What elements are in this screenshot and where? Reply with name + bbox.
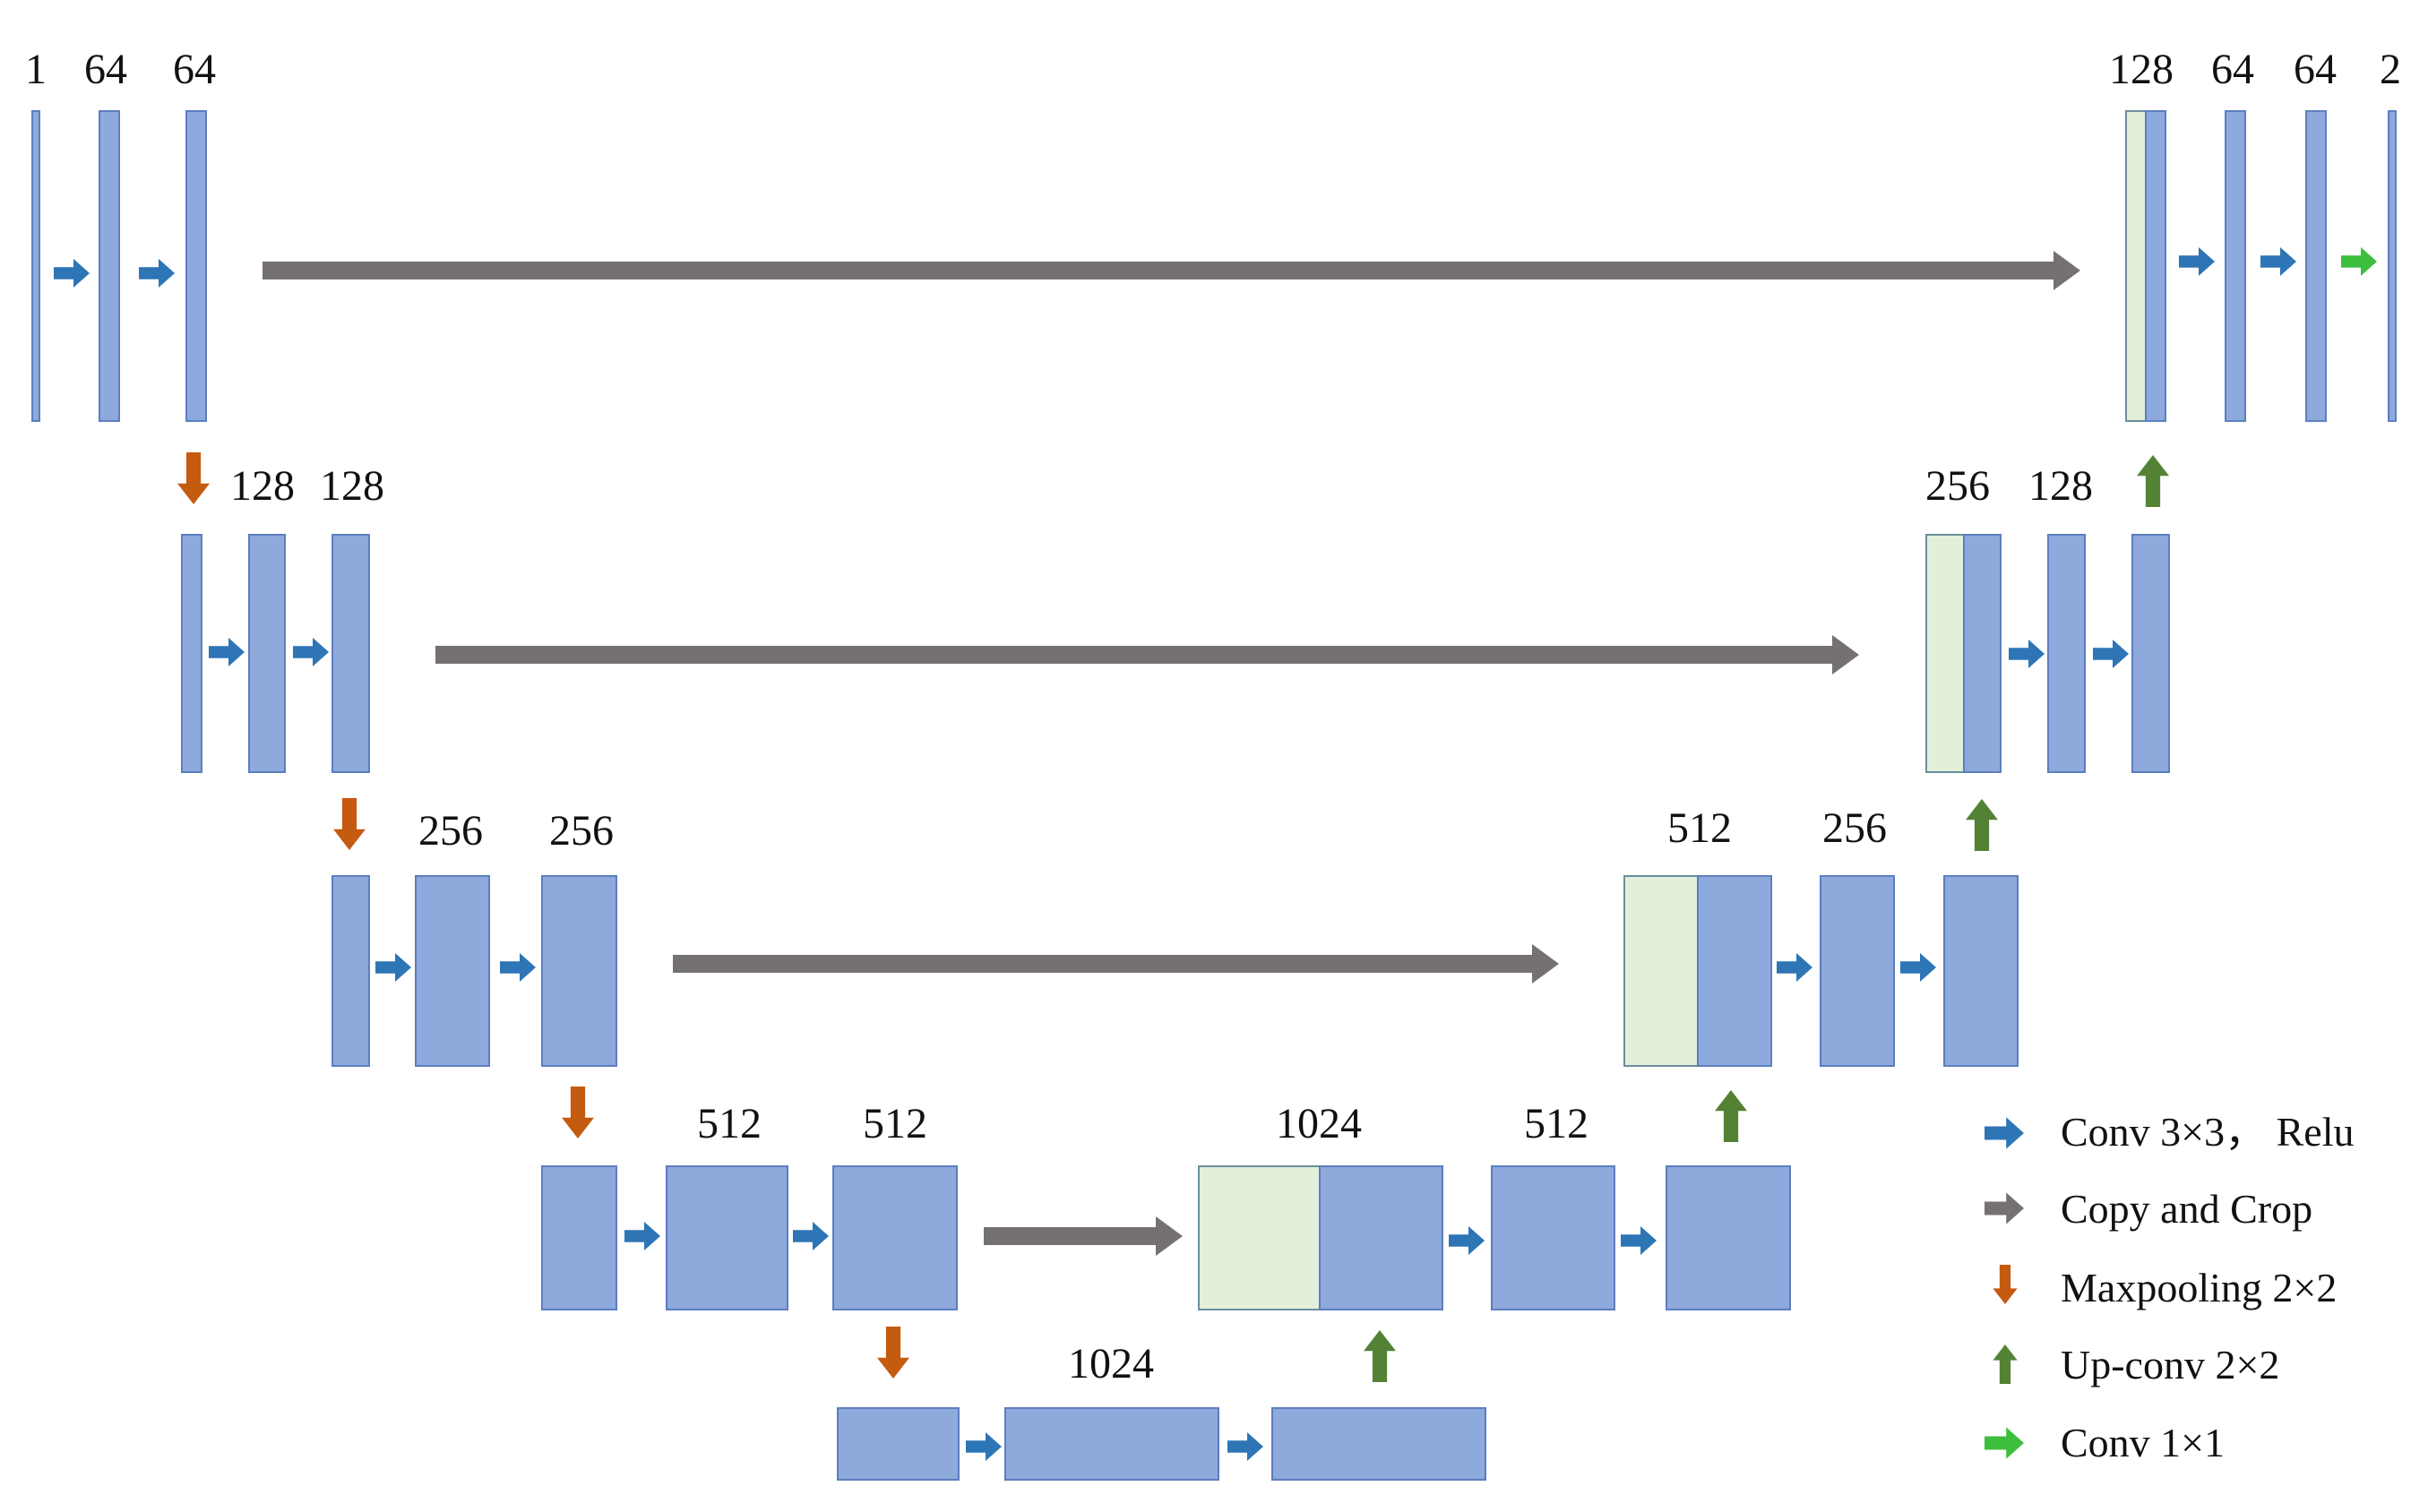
operation-arrows (54, 247, 2377, 1461)
feature-map-enc1-conv2 (185, 110, 207, 422)
channel-label-dec2-conv: 128 (2028, 462, 2093, 510)
feature-map-dec4-conv1 (1491, 1165, 1615, 1310)
feature-map-dec2-conv1 (2047, 534, 2086, 773)
feature-map-dec2-upconv (1963, 534, 2002, 773)
feature-map-dec1-conv1 (2225, 110, 2246, 422)
feature-map-enc2-conv1 (248, 534, 286, 773)
copied-feature-map-dec2 (1925, 534, 1965, 773)
channel-label-dec1-concat: 128 (2109, 46, 2174, 93)
conv-arrow-dec2-1 (2009, 640, 2045, 668)
feature-map-enc4-pool (541, 1165, 617, 1310)
legend-label-upconv: Up-conv 2×2 (2061, 1342, 2279, 1387)
maxpool-arrow-level4 (877, 1327, 909, 1379)
upconv-arrow-level4 (1715, 1090, 1747, 1142)
legend-maxpool-icon (1993, 1265, 2018, 1304)
conv-arrow-dec2-2 (2093, 640, 2129, 668)
feature-map-dec3-conv1 (1820, 875, 1895, 1067)
legend-label-conv1x1: Conv 1×1 (2061, 1420, 2225, 1465)
legend-copy-crop-icon (1985, 1192, 2024, 1224)
conv-arrow-enc2-2 (293, 638, 329, 666)
feature-map-dec1-upconv (2145, 110, 2166, 422)
conv-arrow-dec4-1 (1449, 1226, 1485, 1255)
upconv-arrow-level2 (2137, 455, 2169, 507)
feature-map-dec3-upconv (1697, 875, 1772, 1067)
maxpool-arrow-level1 (177, 452, 210, 504)
feature-map-enc4-conv1 (666, 1165, 788, 1310)
feature-map-dec1-conv2 (2305, 110, 2327, 422)
conv-arrow-enc4-1 (624, 1222, 660, 1250)
conv-arrow-dec1-2 (2260, 247, 2296, 276)
channel-label-dec4-conv: 512 (1524, 1100, 1589, 1147)
channel-label-dec4-concat: 1024 (1276, 1100, 1362, 1147)
conv-arrow-bottleneck-1 (966, 1432, 1002, 1461)
feature-map-bottleneck-pool (837, 1407, 960, 1481)
feature-map-enc3-pool (331, 875, 370, 1067)
feature-map-enc4-conv2 (832, 1165, 958, 1310)
copied-feature-map-dec1 (2125, 110, 2147, 422)
legend-upconv-icon (1993, 1344, 2018, 1384)
feature-map-dec4-upconv (1319, 1165, 1443, 1310)
feature-map-enc3-conv1 (415, 875, 490, 1067)
feature-map-input (31, 110, 40, 422)
feature-map-output (2388, 110, 2397, 422)
legend-label-conv: Conv 3×3， Relu (2061, 1109, 2355, 1155)
channel-label-enc1-conv2: 64 (173, 46, 216, 93)
feature-map-bottleneck-conv1 (1004, 1407, 1219, 1481)
conv-arrow-enc1-2 (139, 259, 175, 288)
channel-label-dec2-concat: 256 (1925, 462, 1990, 510)
channel-label-bottleneck: 1024 (1068, 1340, 1154, 1387)
upconv-arrow-bottleneck (1364, 1330, 1396, 1382)
feature-map-enc3-conv2 (541, 875, 617, 1067)
maxpool-arrow-level3 (562, 1087, 594, 1138)
feature-map-blocks (31, 110, 2397, 1481)
conv1x1-arrow-output (2341, 247, 2377, 276)
feature-map-enc2-conv2 (331, 534, 370, 773)
maxpool-arrow-level2 (333, 798, 366, 850)
copied-feature-map-dec4 (1198, 1165, 1321, 1310)
conv-arrow-dec1-1 (2179, 247, 2215, 276)
upconv-arrow-level3 (1966, 799, 1998, 851)
legend-conv-icon (1985, 1117, 2024, 1149)
channel-label-enc1-conv1: 64 (84, 46, 127, 93)
feature-map-dec3-conv2 (1943, 875, 2019, 1067)
copy-crop-arrow-level1 (263, 251, 2080, 290)
legend-conv1x1-icon (1985, 1427, 2024, 1459)
channel-label-dec3-concat: 512 (1667, 804, 1732, 852)
channel-label-enc2-conv2: 128 (320, 462, 384, 510)
channel-labels: 1 64 64 128 128 256 256 512 512 1024 102… (25, 46, 2401, 1387)
conv-arrow-dec3-2 (1900, 953, 1936, 982)
conv-arrow-dec3-1 (1777, 953, 1812, 982)
channel-label-output: 2 (2380, 46, 2401, 93)
conv-arrow-enc3-2 (500, 953, 536, 982)
legend-label-copy-crop: Copy and Crop (2061, 1186, 2312, 1232)
channel-label-dec1-conv1: 64 (2211, 46, 2254, 93)
channel-label-dec3-conv: 256 (1822, 804, 1887, 852)
feature-map-bottleneck-conv2 (1271, 1407, 1486, 1481)
feature-map-enc2-pool (181, 534, 202, 773)
copy-crop-arrow-level4 (984, 1216, 1183, 1256)
channel-label-dec1-conv2: 64 (2294, 46, 2337, 93)
conv-arrow-dec4-2 (1621, 1226, 1657, 1255)
feature-map-enc1-conv1 (99, 110, 120, 422)
legend: Conv 3×3， Relu Copy and Crop Maxpooling … (1985, 1109, 2355, 1465)
legend-label-maxpool: Maxpooling 2×2 (2061, 1265, 2337, 1310)
copy-crop-arrow-level3 (673, 944, 1559, 984)
channel-label-enc2-conv1: 128 (230, 462, 295, 510)
copied-feature-map-dec3 (1623, 875, 1699, 1067)
legend-icons (1985, 1117, 2024, 1459)
copy-crop-arrow-level2 (435, 635, 1859, 674)
conv-arrow-enc2-1 (209, 638, 245, 666)
channel-label-enc3-conv2: 256 (549, 807, 614, 855)
channel-label-enc1-input: 1 (25, 46, 47, 93)
conv-arrow-enc4-2 (793, 1222, 829, 1250)
channel-label-enc4-conv1: 512 (697, 1100, 762, 1147)
conv-arrow-bottleneck-2 (1227, 1432, 1263, 1461)
conv-arrow-enc3-1 (375, 953, 411, 982)
conv-arrow-enc1-1 (54, 259, 90, 288)
feature-map-dec2-conv2 (2131, 534, 2170, 773)
channel-label-enc3-conv1: 256 (418, 807, 483, 855)
channel-label-enc4-conv2: 512 (863, 1100, 927, 1147)
feature-map-dec4-conv2 (1666, 1165, 1791, 1310)
